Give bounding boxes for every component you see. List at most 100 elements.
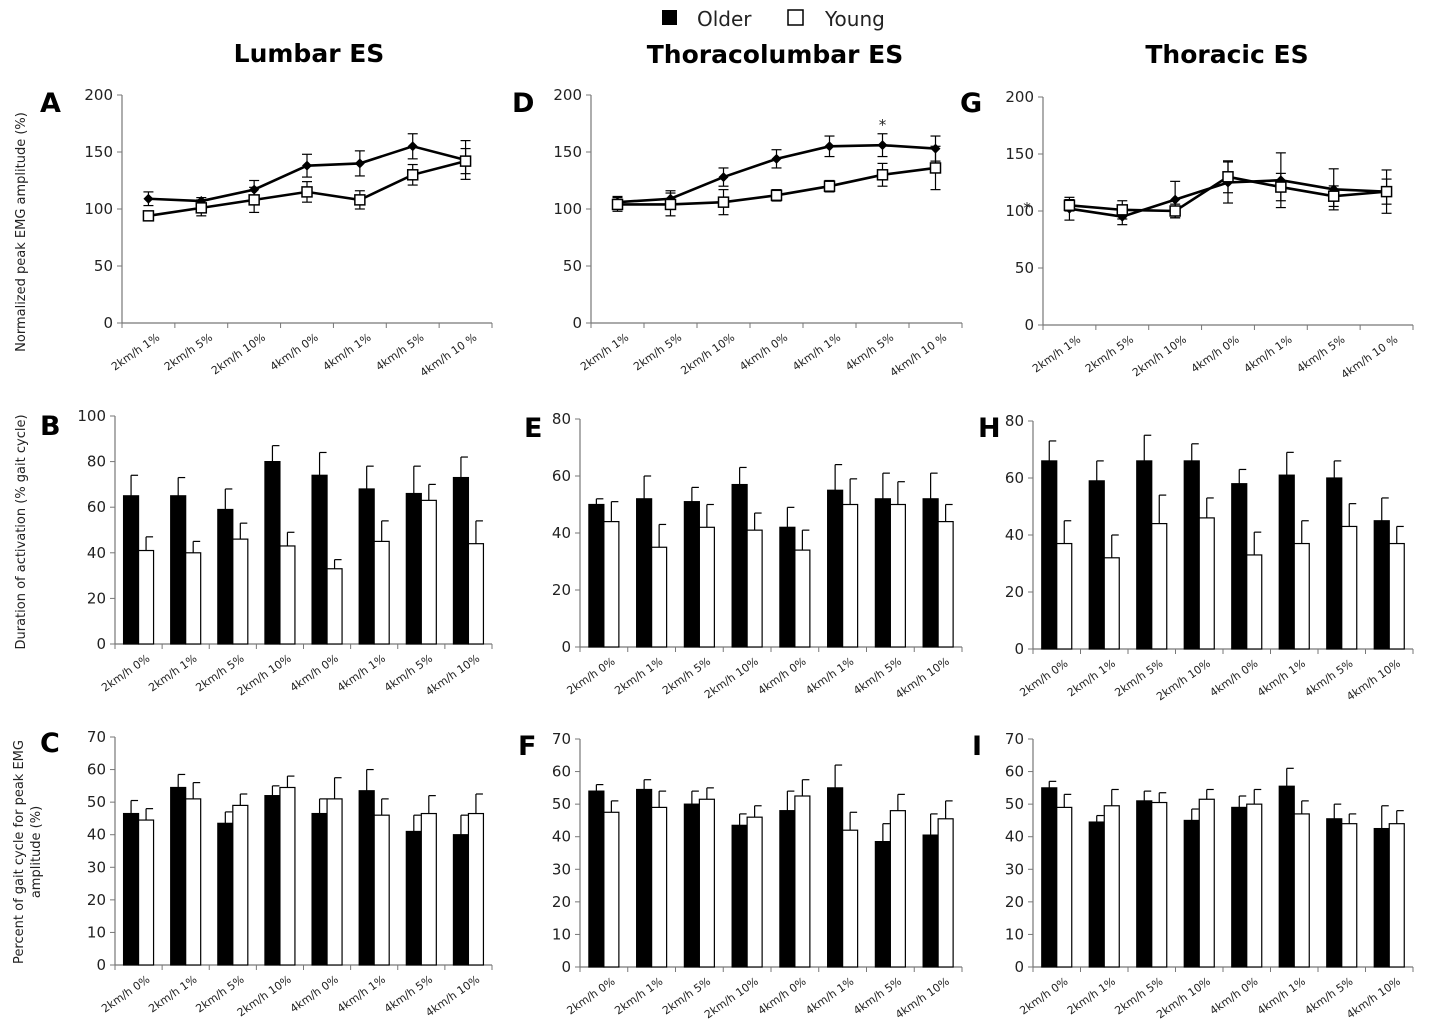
x-tick-label-a: 2km/h 10% xyxy=(209,331,268,378)
data-point-young-d xyxy=(929,162,942,174)
x-tick-label-g: 2km/h 1% xyxy=(1030,333,1083,376)
legend-young-swatch xyxy=(787,9,804,26)
x-tick-label-g: 2km/h 5% xyxy=(1083,333,1136,376)
y-tick-label-a: 150 xyxy=(84,143,113,161)
y-tick-label-c: 50 xyxy=(87,793,106,811)
significance-star-d: * xyxy=(879,116,887,134)
bar-older-h xyxy=(1278,474,1295,650)
y-tick-label-g: 100 xyxy=(1005,202,1034,220)
bar-older-i xyxy=(1278,785,1295,968)
bar-older-f xyxy=(922,834,939,968)
x-tick-label-h: 4km/h 1% xyxy=(1255,657,1308,700)
y-tick-label-b: 0 xyxy=(96,635,106,653)
bar-older-i xyxy=(1088,821,1105,968)
ylabel-row-2: Duration of activation (% gait cycle) xyxy=(14,414,29,649)
x-tick-label-a: 4km/h 10 % xyxy=(418,331,480,380)
x-tick-label-d: 4km/h 0% xyxy=(737,331,790,374)
bar-young-f xyxy=(794,795,811,968)
data-point-young-d xyxy=(664,198,677,211)
panel-letter-f: F xyxy=(518,731,536,762)
data-point-young-g xyxy=(1222,171,1234,183)
bar-older-i xyxy=(1373,827,1390,968)
data-point-older-d xyxy=(771,153,782,164)
x-tick-label-a: 2km/h 5% xyxy=(162,331,215,374)
x-tick-label-i: 4km/h 1% xyxy=(1255,975,1308,1018)
panel-letter-c: C xyxy=(40,728,60,759)
bar-older-e xyxy=(636,498,653,648)
data-point-young-d xyxy=(876,169,889,181)
legend: Older Young xyxy=(662,7,885,31)
x-tick-label-b: 2km/h 1% xyxy=(146,652,199,695)
x-tick-label-c: 4km/h 1% xyxy=(335,973,388,1016)
bar-young-f xyxy=(698,798,715,968)
bar-young-i xyxy=(1341,823,1358,968)
bar-older-b xyxy=(264,461,281,645)
bar-young-h xyxy=(1103,557,1120,650)
bar-young-b xyxy=(185,552,202,645)
y-tick-label-e: 20 xyxy=(552,581,571,599)
bar-young-e xyxy=(794,549,811,648)
y-tick-label-g: 150 xyxy=(1005,145,1034,163)
bar-older-c xyxy=(405,830,422,966)
data-point-young-a xyxy=(459,155,472,167)
bar-young-b xyxy=(279,545,296,645)
y-tick-label-b: 60 xyxy=(87,498,106,516)
bar-young-h xyxy=(1246,554,1263,650)
x-tick-label-e: 4km/h 10% xyxy=(893,655,952,702)
y-tick-label-a: 100 xyxy=(84,200,113,218)
y-tick-label-f: 40 xyxy=(552,828,571,846)
x-tick-label-d: 2km/h 5% xyxy=(631,331,684,374)
y-tick-label-a: 0 xyxy=(103,314,113,332)
ylabel-row-3-line-1: Percent of gait cycle for peak EMG xyxy=(12,740,27,964)
x-tick-label-b: 2km/h 0% xyxy=(99,652,152,695)
bar-older-i xyxy=(1231,806,1248,968)
x-tick-label-b: 4km/h 0% xyxy=(288,652,341,695)
bar-older-f xyxy=(731,824,748,968)
bar-older-i xyxy=(1183,819,1200,968)
x-tick-label-f: 4km/h 0% xyxy=(755,975,808,1018)
bar-young-h xyxy=(1056,542,1073,650)
bar-older-c xyxy=(264,795,281,966)
y-tick-label-f: 10 xyxy=(552,925,571,943)
bar-young-i xyxy=(1056,806,1073,968)
bar-young-h xyxy=(1293,542,1310,650)
data-point-older-d xyxy=(877,140,888,151)
bar-older-e xyxy=(922,498,939,648)
bar-older-f xyxy=(683,803,700,968)
bar-young-e xyxy=(746,529,763,648)
bar-young-i xyxy=(1246,803,1263,968)
y-tick-label-a: 200 xyxy=(84,86,113,104)
y-tick-label-d: 200 xyxy=(553,86,582,104)
column-title-thoracic: Thoracic ES xyxy=(1145,40,1308,69)
column-title-thoracolumbar: Thoracolumbar ES xyxy=(647,40,904,69)
y-tick-label-i: 0 xyxy=(1014,958,1024,976)
bar-young-f xyxy=(603,811,620,968)
panel-letter-i: I xyxy=(972,731,982,762)
y-tick-label-b: 100 xyxy=(77,407,106,425)
x-tick-label-f: 2km/h 0% xyxy=(564,975,617,1018)
y-tick-label-d: 0 xyxy=(572,314,582,332)
y-tick-label-d: 50 xyxy=(563,257,582,275)
x-tick-label-i: 2km/h 10% xyxy=(1154,975,1213,1022)
bar-older-b xyxy=(452,476,470,645)
legend-older-label: Older xyxy=(697,7,752,31)
bar-young-i xyxy=(1151,801,1168,968)
bar-young-h xyxy=(1341,525,1358,650)
y-tick-label-c: 40 xyxy=(87,826,106,844)
bar-young-e xyxy=(889,503,906,648)
bar-young-e xyxy=(937,520,954,648)
bar-older-c xyxy=(311,812,328,966)
y-tick-label-h: 20 xyxy=(1005,583,1024,601)
data-point-older-g xyxy=(1170,194,1181,205)
y-tick-label-i: 40 xyxy=(1005,828,1024,846)
bar-young-i xyxy=(1103,805,1120,968)
x-tick-label-a: 4km/h 0% xyxy=(268,331,321,374)
y-tick-label-f: 70 xyxy=(552,730,571,748)
panel-letter-a: A xyxy=(40,88,61,119)
data-point-young-g xyxy=(1275,181,1287,193)
